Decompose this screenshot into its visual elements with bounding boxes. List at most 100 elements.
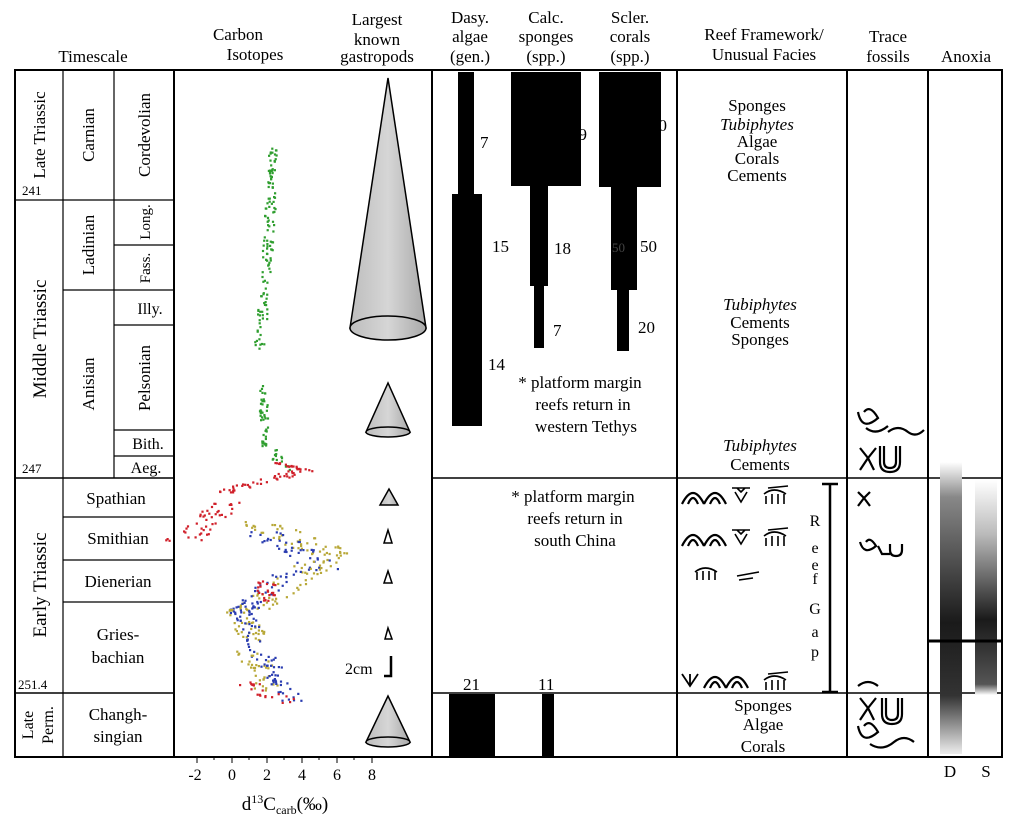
isotope-point bbox=[260, 665, 263, 668]
isotope-point bbox=[230, 512, 233, 515]
isotope-point bbox=[199, 515, 202, 518]
isotope-point bbox=[260, 531, 263, 534]
isotope-point bbox=[234, 628, 237, 631]
isotope-point bbox=[253, 687, 256, 690]
reef-symbols-row2 bbox=[681, 527, 789, 547]
isotope-point bbox=[269, 169, 272, 172]
trace-fossil-burrow-3 bbox=[856, 722, 915, 749]
isotope-point bbox=[224, 515, 227, 519]
isotope-point bbox=[273, 678, 276, 681]
isotope-point bbox=[289, 554, 292, 557]
facies-m1-cements: Cements bbox=[730, 313, 790, 332]
reef-gap-a: a bbox=[811, 624, 818, 641]
isotope-point bbox=[262, 292, 265, 295]
isotope-point bbox=[273, 206, 276, 210]
isotope-point bbox=[266, 417, 270, 420]
isotope-point bbox=[257, 632, 260, 636]
isotope-point bbox=[269, 259, 272, 262]
isotope-point bbox=[234, 612, 237, 616]
isotope-point bbox=[276, 674, 279, 677]
isotope-point bbox=[264, 689, 267, 692]
trace-fossil-u-1 bbox=[878, 446, 902, 474]
isotope-point bbox=[260, 419, 263, 422]
isotope-point bbox=[268, 225, 271, 228]
isotope-point bbox=[309, 557, 312, 560]
isotope-point bbox=[229, 491, 233, 494]
isotope-point bbox=[295, 529, 298, 532]
isotope-point bbox=[275, 149, 278, 152]
isotope-point bbox=[254, 625, 257, 628]
isotope-point bbox=[236, 617, 239, 620]
isotope-point bbox=[209, 528, 212, 531]
isotope-point bbox=[268, 596, 271, 599]
isotope-point bbox=[267, 660, 270, 663]
reef-gap-e1: e bbox=[811, 540, 818, 557]
reef-facies-text: Sponges Tubiphytes Algae Corals Cements … bbox=[720, 96, 797, 756]
isotope-point bbox=[285, 572, 288, 575]
isotope-point bbox=[259, 585, 262, 588]
epoch-early-triassic: Early Triassic bbox=[30, 532, 51, 637]
isotope-point bbox=[245, 524, 248, 527]
isotope-point bbox=[248, 631, 251, 634]
isotope-point bbox=[266, 216, 270, 219]
isotope-point bbox=[297, 540, 300, 544]
isotope-point bbox=[279, 475, 282, 478]
isotope-point bbox=[248, 610, 251, 613]
isotope-point bbox=[265, 601, 269, 604]
isotope-point bbox=[286, 682, 289, 685]
isotope-point bbox=[241, 602, 244, 605]
isotope-point bbox=[238, 652, 241, 655]
isotope-point bbox=[241, 599, 244, 602]
isotope-point bbox=[265, 666, 268, 669]
isotope-point bbox=[228, 503, 231, 506]
isotope-point bbox=[274, 674, 277, 677]
stage-anisian: Anisian bbox=[79, 357, 98, 410]
isotope-point bbox=[200, 527, 203, 530]
isotope-point bbox=[329, 565, 332, 568]
isotope-point bbox=[252, 617, 255, 620]
isotope-point bbox=[252, 605, 255, 608]
isotope-point bbox=[298, 540, 301, 544]
isotope-point bbox=[264, 591, 267, 594]
isotope-point bbox=[229, 609, 232, 612]
isotope-point bbox=[285, 576, 288, 579]
isotope-point bbox=[270, 659, 273, 662]
isotope-point bbox=[268, 182, 272, 185]
isotope-point bbox=[260, 342, 264, 346]
isotope-point bbox=[260, 295, 263, 298]
isotope-point bbox=[249, 681, 252, 684]
isotope-point bbox=[285, 472, 288, 476]
isotope-point bbox=[262, 256, 265, 259]
isotope-point bbox=[253, 650, 256, 653]
isotope-point bbox=[250, 531, 253, 534]
isotope-point bbox=[269, 175, 272, 178]
isotope-point bbox=[273, 153, 277, 156]
isotope-point bbox=[248, 623, 251, 626]
isotope-point bbox=[292, 546, 295, 549]
isotope-point bbox=[254, 344, 257, 347]
isotope-point bbox=[235, 606, 238, 609]
isotope-point bbox=[263, 236, 266, 239]
isotope-point bbox=[278, 547, 281, 550]
isotope-point bbox=[273, 476, 276, 479]
isotope-point bbox=[247, 645, 251, 648]
age-251-4: 251.4 bbox=[18, 677, 48, 692]
isotope-point bbox=[271, 598, 274, 601]
scler-corals-range bbox=[599, 72, 661, 351]
isotope-point bbox=[263, 414, 266, 417]
isotope-point bbox=[286, 475, 289, 478]
isotope-point bbox=[261, 385, 265, 388]
reef-symbols-row1 bbox=[681, 485, 789, 505]
isotope-point bbox=[231, 608, 234, 612]
isotope-point bbox=[300, 543, 303, 546]
isotope-point bbox=[287, 470, 290, 473]
sponge-count-39: 39 bbox=[570, 125, 587, 144]
isotope-point bbox=[271, 186, 274, 189]
isotope-point bbox=[248, 485, 251, 488]
isotope-point bbox=[257, 586, 260, 589]
isotope-point bbox=[273, 169, 276, 172]
isotope-point bbox=[256, 589, 259, 592]
isotope-point bbox=[205, 518, 208, 521]
isotope-point bbox=[304, 579, 307, 582]
isotope-point bbox=[287, 698, 290, 701]
